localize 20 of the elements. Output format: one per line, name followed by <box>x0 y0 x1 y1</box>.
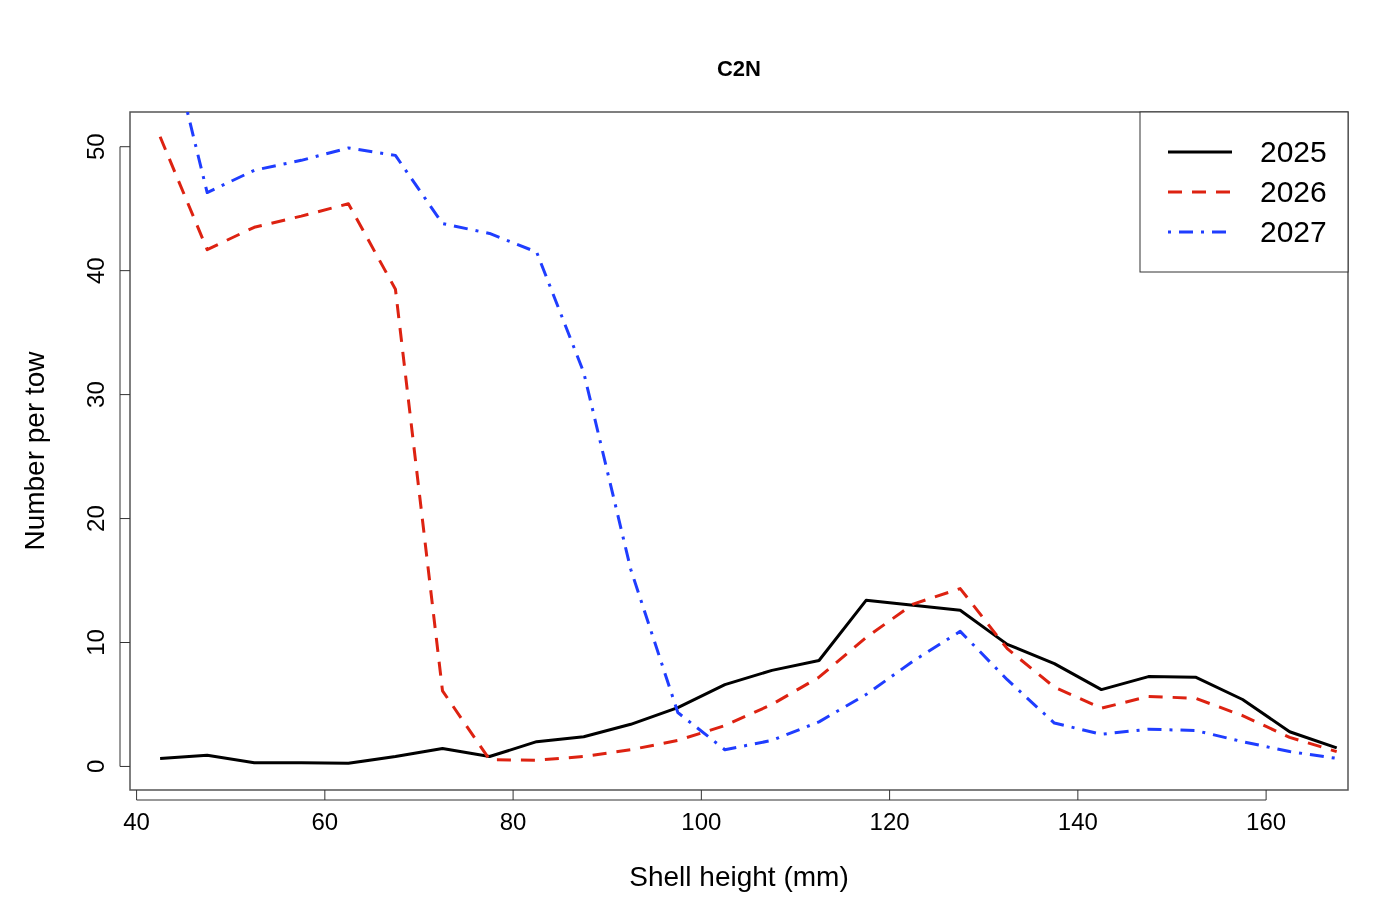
y-tick-label: 30 <box>82 381 109 408</box>
y-axis-title: Number per tow <box>19 350 50 551</box>
y-tick-label: 0 <box>82 759 109 774</box>
x-tick-label: 40 <box>123 808 150 835</box>
y-tick-label: 20 <box>82 505 109 532</box>
legend-label: 2026 <box>1260 175 1327 208</box>
legend-label: 2025 <box>1260 135 1327 168</box>
chart-title: C2N <box>716 56 762 81</box>
x-tick-label: 60 <box>311 808 339 835</box>
x-tick-label: 160 <box>1246 808 1287 835</box>
y-tick-label: 10 <box>82 629 109 656</box>
x-tick-label: 140 <box>1057 808 1098 835</box>
line-series <box>158 598 1339 765</box>
y-tick-label: 50 <box>82 133 109 161</box>
x-tick-label: 100 <box>681 808 722 835</box>
x-axis-title: Shell height (mm) <box>629 861 849 892</box>
x-tick-label: 80 <box>499 808 527 835</box>
y-tick-label: 40 <box>82 257 109 285</box>
legend-label: 2027 <box>1260 215 1327 248</box>
x-tick-label: 120 <box>869 808 910 835</box>
